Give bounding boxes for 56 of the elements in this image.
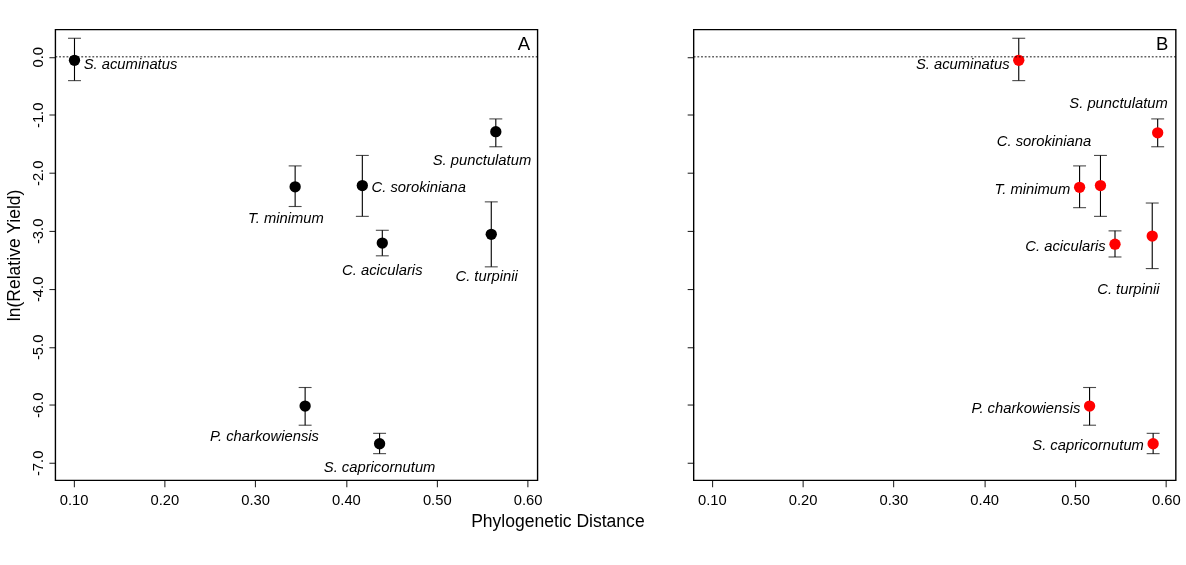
annotation: P. charkowiensis <box>971 399 1081 416</box>
point <box>68 54 81 66</box>
point <box>1094 179 1107 192</box>
y-tick-label: -4.0 <box>29 276 46 303</box>
annotation: C. sorokiniana <box>996 132 1092 149</box>
point <box>1146 230 1158 242</box>
annotation: T. minimum <box>248 209 324 226</box>
annotation: S. punctulatum <box>432 151 532 168</box>
point <box>1152 127 1164 139</box>
point <box>1109 238 1121 250</box>
x-tick-label: 0.20 <box>150 491 180 508</box>
annotation: C. turpinii <box>455 268 519 285</box>
annotation: A <box>517 32 531 54</box>
y-axis-title: ln(Relative Yield) <box>3 189 24 322</box>
annotation: S. acuminatus <box>83 55 178 72</box>
annotation: S. capricornutum <box>323 459 436 476</box>
point <box>490 126 502 138</box>
point <box>289 181 301 193</box>
annotation: C. acicularis <box>342 262 424 279</box>
y-tick-label: -3.0 <box>29 218 46 245</box>
x-tick-label: 0.10 <box>59 491 89 508</box>
y-tick-label: 0.0 <box>29 47 46 68</box>
x-tick-label: 0.40 <box>970 491 1000 508</box>
x-tick-label: 0.60 <box>1151 491 1181 508</box>
point <box>299 400 311 412</box>
point <box>356 179 368 192</box>
point <box>373 438 386 450</box>
point <box>1013 54 1025 66</box>
x-tick-label: 0.30 <box>241 491 271 508</box>
y-tick-label: -6.0 <box>29 392 46 419</box>
x-tick-label: 0.50 <box>1061 491 1090 508</box>
annotation: S. acuminatus <box>915 55 1011 72</box>
annotation: S. capricornutum <box>1032 437 1144 454</box>
point <box>376 237 388 249</box>
annotation: C. turpinii <box>1097 281 1161 298</box>
y-tick-label: -1.0 <box>29 102 46 129</box>
x-tick-label: 0.10 <box>697 491 727 508</box>
y-tick-label: -5.0 <box>29 334 46 361</box>
x-tick-label: 0.40 <box>332 491 361 508</box>
annotation: S. punctulatum <box>1069 94 1168 111</box>
point <box>485 228 497 240</box>
annotation: B <box>1156 32 1169 54</box>
x-tick-label: 0.60 <box>513 491 543 508</box>
annotation: P. charkowiensis <box>210 428 320 445</box>
y-tick-label: -2.0 <box>29 160 46 187</box>
point <box>1147 438 1159 450</box>
x-tick-label: 0.20 <box>788 491 818 508</box>
x-tick-label: 0.30 <box>879 491 909 508</box>
annotation: T. minimum <box>994 180 1071 197</box>
annotation: C. acicularis <box>1025 237 1107 254</box>
annotation: C. sorokiniana <box>371 179 466 196</box>
x-axis-title: Phylogenetic Distance <box>471 510 645 531</box>
point <box>1073 181 1086 194</box>
y-tick-label: -7.0 <box>29 450 46 477</box>
point <box>1083 400 1096 412</box>
x-tick-label: 0.50 <box>422 491 452 508</box>
